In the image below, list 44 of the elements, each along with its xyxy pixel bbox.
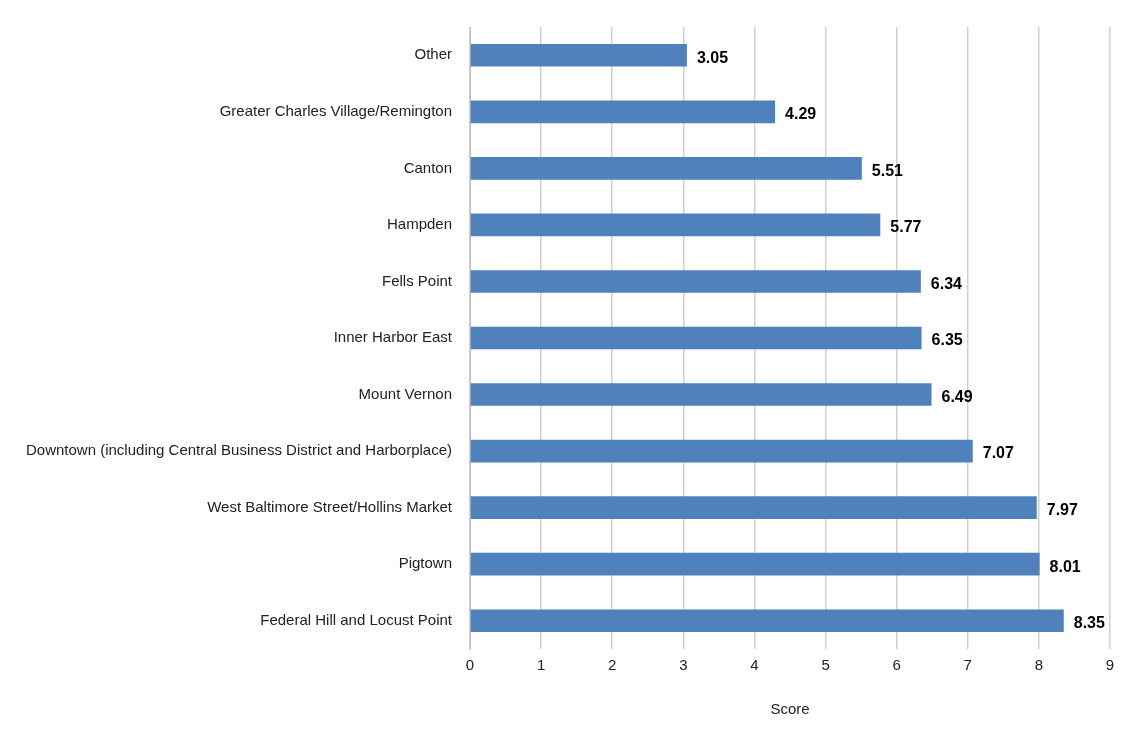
data-label: 8.35: [1073, 614, 1106, 632]
y-tick-label: Pigtown: [398, 554, 453, 572]
bar: [470, 213, 881, 237]
data-label: 6.35: [931, 331, 963, 349]
y-tick-label: Downtown (including Central Business District and Harborplace): [25, 441, 453, 459]
data-label: 6.49: [941, 387, 973, 405]
data-label: 4.29: [785, 105, 817, 123]
bar: [470, 439, 973, 463]
data-label: 7.07: [982, 444, 1014, 462]
x-tick-label: 2: [608, 656, 617, 674]
x-tick-label: 7: [963, 656, 972, 674]
bar: [470, 43, 687, 67]
bar: [470, 100, 776, 124]
x-tick-label: 9: [1105, 656, 1115, 674]
x-tick-label: 1: [536, 656, 546, 674]
data-label: 7.97: [1046, 501, 1078, 519]
data-label: 3.05: [696, 48, 729, 66]
x-tick-label: 8: [1034, 656, 1044, 674]
y-tick-label: Canton: [403, 158, 453, 176]
bar: [470, 383, 932, 406]
y-tick-label: Fells Point: [381, 271, 453, 289]
x-tick-label: 4: [750, 656, 759, 674]
y-tick-label: West Baltimore Street/Hollins Market: [207, 497, 453, 515]
y-tick-label: Mount Vernon: [358, 384, 453, 402]
y-tick-label: Greater Charles Village/Remington: [219, 101, 453, 119]
bar: [470, 270, 921, 293]
x-tick-label: 5: [821, 656, 830, 674]
data-label: 6.34: [930, 274, 963, 292]
bar: [470, 496, 1037, 519]
y-tick-label: Federal Hill and Locust Point: [260, 610, 453, 628]
bar: [470, 552, 1040, 576]
y-tick-label: Hampden: [386, 215, 453, 233]
y-tick-label: Inner Harbor East: [333, 328, 453, 346]
y-tick-label: Other: [414, 45, 453, 63]
data-label: 5.77: [890, 218, 922, 236]
x-axis-title: Score: [770, 700, 810, 718]
x-tick-label: 3: [679, 656, 688, 674]
data-label: 5.51: [871, 161, 904, 179]
bar: [470, 609, 1064, 633]
bar: [470, 157, 862, 180]
x-tick-label: 0: [465, 656, 475, 674]
x-tick-label: 6: [892, 656, 901, 674]
data-label: 8.01: [1049, 557, 1081, 575]
bar: [470, 326, 922, 350]
